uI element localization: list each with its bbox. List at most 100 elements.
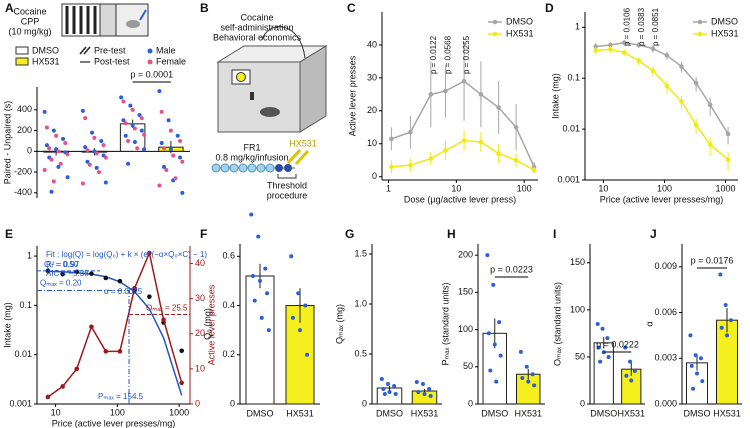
x-tick-label: 1000 [169, 407, 189, 417]
data-point [103, 349, 109, 354]
y-tick-label: 20 [367, 105, 377, 115]
data-point [51, 179, 56, 184]
data-point [179, 380, 184, 386]
data-point [42, 167, 47, 172]
data-point [92, 135, 97, 140]
procedure-label: Threshold [267, 180, 307, 190]
series-line [47, 250, 183, 398]
y-tick-label: 50 [463, 361, 473, 371]
data-point [416, 390, 421, 394]
data-point [389, 164, 394, 170]
y-axis-label: Oₘₐₓ (standard units) [552, 282, 562, 366]
schedule-diagram [211, 148, 310, 179]
data-point [725, 333, 729, 338]
data-point [45, 394, 51, 400]
data-point [532, 383, 537, 388]
x-tick-label: 100 [110, 407, 125, 417]
y-tick-label: 0 [372, 171, 377, 181]
data-point [379, 377, 384, 381]
data-point [60, 271, 65, 277]
data-point [486, 331, 491, 336]
panel-label: A [5, 1, 14, 15]
data-point [85, 159, 90, 164]
panel-label: I [553, 227, 556, 241]
y-tick-label: 0.5 [354, 348, 367, 358]
data-point [103, 275, 109, 281]
legend-label: Female [156, 56, 186, 66]
y-axis-label: Active lever presses [206, 284, 216, 365]
data-point [679, 64, 684, 69]
data-point [139, 128, 144, 133]
data-point [688, 333, 693, 338]
bar [716, 319, 738, 405]
reference-label: Q₀ = 0.50 [44, 260, 79, 269]
x-tick-label: HX531 [713, 408, 741, 418]
data-point [608, 42, 613, 48]
data-point [180, 190, 185, 195]
legend-marker [147, 48, 153, 54]
data-point [121, 99, 126, 104]
diagram-title: Behavioral economics [213, 32, 302, 42]
legend-marker [492, 31, 498, 37]
x-tick-label: 10 [451, 183, 461, 193]
panel-label: E [5, 227, 13, 241]
data-point [94, 151, 99, 156]
y-tick-label: 40 [367, 39, 377, 49]
data-point [461, 78, 467, 84]
legend-label: HX531 [506, 28, 534, 38]
data-point [305, 352, 310, 357]
procedure-label: procedure [267, 190, 308, 200]
drug-label: HX531 [289, 138, 317, 148]
data-point [132, 126, 137, 131]
data-point [117, 349, 123, 354]
data-point [296, 291, 301, 296]
data-point [488, 368, 493, 373]
data-point [596, 345, 601, 350]
legend-label: Post-test [94, 56, 130, 66]
data-point [707, 142, 713, 147]
data-point [99, 138, 104, 143]
y-tick-label: 10 [195, 363, 205, 373]
data-point [629, 378, 634, 383]
data-point [56, 164, 61, 169]
x-axis-label: Price (active lever presses/mg) [600, 194, 724, 204]
data-point [691, 386, 696, 391]
data-point [44, 125, 49, 130]
data-point [392, 384, 397, 388]
data-point [427, 387, 432, 391]
panel-title: CPP [21, 16, 40, 26]
data-point [121, 118, 126, 123]
data-point [175, 133, 180, 138]
y-tick-label: 0 [27, 146, 32, 156]
y-tick-label: 0 [362, 398, 367, 408]
data-point [723, 302, 728, 307]
data-point [289, 254, 294, 259]
cpp-apparatus [61, 3, 149, 37]
legend-marker [147, 59, 153, 65]
y-tick-label: 0.6 [222, 251, 235, 261]
y-axis-label: Qₘₐₓ (mg) [334, 304, 344, 344]
data-point [513, 157, 519, 163]
y-axis-label: Intake (mg) [550, 73, 560, 119]
p-value: p = 0.0255 [462, 35, 471, 74]
data-point [126, 161, 131, 166]
y-tick-label: 1 [575, 22, 580, 32]
data-point [600, 326, 605, 331]
data-point [263, 266, 268, 271]
y-tick-label: 40 [195, 258, 205, 268]
data-point [180, 159, 185, 164]
bar [245, 275, 275, 405]
self-administration-chamber [216, 26, 328, 133]
data-point [605, 336, 610, 341]
data-point [42, 109, 47, 114]
data-point [83, 145, 88, 150]
data-point [159, 109, 164, 114]
data-point [428, 156, 434, 161]
data-point [624, 373, 629, 378]
fit-text: R² = 0.97 [46, 260, 80, 269]
y-tick-label: 0.001 [9, 398, 32, 408]
panel-label: J [650, 227, 657, 241]
data-point [89, 271, 94, 276]
data-point [593, 44, 599, 49]
dose-label: 0.8 mg/kg/infusion [215, 152, 288, 162]
